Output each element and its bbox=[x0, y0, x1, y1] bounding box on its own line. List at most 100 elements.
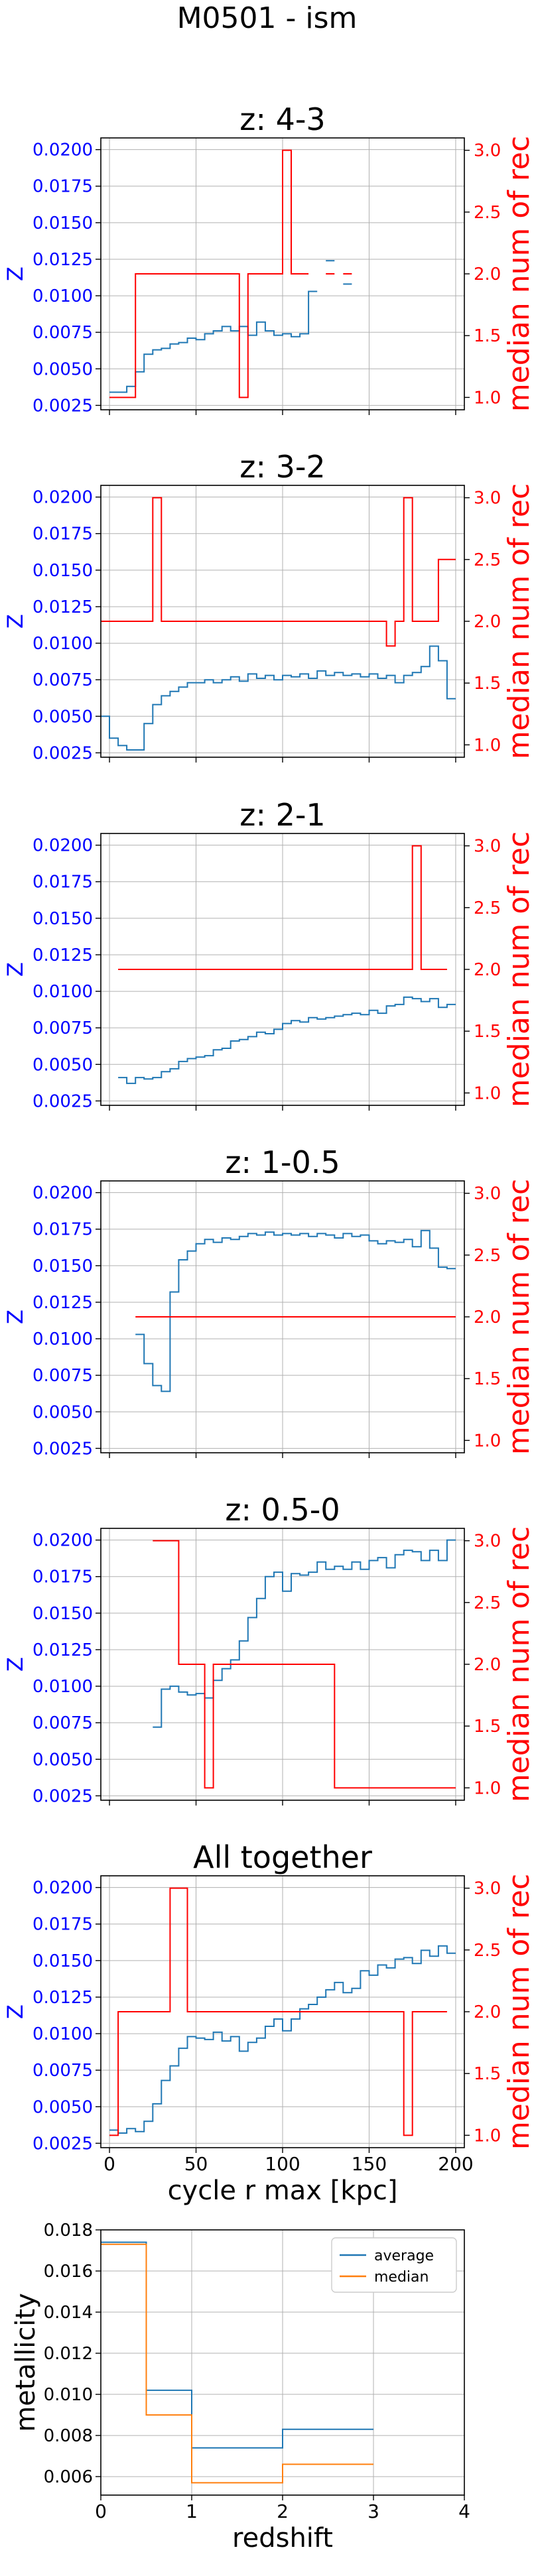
y-tick-label: 0.0175 bbox=[33, 873, 93, 892]
y-right-tick-label: 2.0 bbox=[474, 265, 501, 284]
y-right-tick-label: 2.0 bbox=[474, 960, 501, 980]
y-tick-label: 0.0150 bbox=[33, 561, 93, 581]
panel-title: z: 0.5-0 bbox=[225, 1492, 340, 1528]
x-tick-label: 50 bbox=[184, 2153, 208, 2175]
x-tick-label: 100 bbox=[265, 2153, 300, 2175]
y-axis-label: Z bbox=[3, 962, 28, 977]
series-line-z bbox=[118, 996, 456, 1084]
y-tick-label: 0.0175 bbox=[33, 177, 93, 197]
panel-title: z: 1-0.5 bbox=[225, 1144, 340, 1180]
y-tick-label: 0.0200 bbox=[33, 488, 93, 508]
y-tick-label: 0.0100 bbox=[33, 2024, 93, 2044]
legend: average median bbox=[331, 2237, 457, 2293]
y-tick-label: 0.0175 bbox=[33, 1915, 93, 1935]
chart-panel-3: 0.0025 0.0050 0.0075 0.0100 0.0125 0.0150 0.01… bbox=[3, 797, 534, 1111]
x-tick-label: 3 bbox=[367, 2500, 379, 2522]
y-right-axis-label: median num of rec bbox=[502, 136, 534, 412]
y-right-tick-label: 3.0 bbox=[474, 1879, 501, 1899]
y-right-tick-label: 1.5 bbox=[474, 1369, 501, 1389]
legend-label: average bbox=[374, 2248, 434, 2264]
y-tick-label: 0.0200 bbox=[33, 1878, 93, 1898]
y-right-tick-label: 1.5 bbox=[474, 674, 501, 694]
y-tick-label: 0.0150 bbox=[33, 909, 93, 929]
y-right-tick-label: 3.0 bbox=[474, 489, 501, 509]
y-right-tick-label: 3.0 bbox=[474, 837, 501, 857]
series-line-median bbox=[101, 2243, 373, 2484]
y-tick-label: 0.0025 bbox=[33, 396, 93, 416]
y-right-tick-label: 2.5 bbox=[474, 203, 501, 223]
y-right-tick-label: 1.0 bbox=[474, 1431, 501, 1451]
chart-panel-4: 0.0025 0.0050 0.0075 0.0100 0.0125 0.0150 0.01… bbox=[3, 1144, 534, 1459]
y-tick-label: 0.014 bbox=[44, 2303, 93, 2323]
y-tick-label: 0.0075 bbox=[33, 1713, 93, 1733]
y-tick-label: 0.0125 bbox=[33, 1293, 93, 1313]
y-tick-label: 0.0150 bbox=[33, 214, 93, 233]
y-right-tick-label: 2.0 bbox=[474, 1308, 501, 1327]
y-tick-label: 0.0050 bbox=[33, 1402, 93, 1422]
y-tick-label: 0.0125 bbox=[33, 946, 93, 965]
y-axis-label: Z bbox=[3, 1657, 28, 1672]
series-line-z bbox=[135, 1229, 456, 1392]
y-tick-label: 0.0075 bbox=[33, 1018, 93, 1038]
y-tick-label: 0.0050 bbox=[33, 1055, 93, 1075]
y-right-tick-label: 3.0 bbox=[474, 141, 501, 161]
y-right-axis-label: median num of rec bbox=[502, 831, 534, 1107]
y-tick-label: 0.016 bbox=[44, 2262, 93, 2282]
y-axis-label: Z bbox=[3, 1310, 28, 1324]
y-tick-label: 0.0100 bbox=[33, 634, 93, 654]
y-tick-label: 0.0050 bbox=[33, 359, 93, 379]
y-tick-label: 0.0200 bbox=[33, 836, 93, 856]
y-tick-label: 0.012 bbox=[44, 2344, 93, 2364]
y-tick-label: 0.0200 bbox=[33, 1531, 93, 1551]
series-line-median-num-rec bbox=[101, 497, 456, 647]
y-tick-label: 0.0125 bbox=[33, 1988, 93, 2008]
y-tick-label: 0.0175 bbox=[33, 524, 93, 544]
y-tick-label: 0.0075 bbox=[33, 323, 93, 343]
y-right-tick-label: 1.0 bbox=[474, 388, 501, 408]
y-right-tick-label: 1.0 bbox=[474, 1083, 501, 1103]
series-line-median-num-rec bbox=[153, 1540, 456, 1789]
y-tick-label: 0.0175 bbox=[33, 1220, 93, 1240]
y-right-tick-label: 3.0 bbox=[474, 1532, 501, 1552]
y-tick-label: 0.0025 bbox=[33, 1439, 93, 1459]
y-right-tick-label: 3.0 bbox=[474, 1184, 501, 1204]
y-tick-label: 0.0075 bbox=[33, 2061, 93, 2081]
series-line-z bbox=[109, 290, 318, 393]
chart-panel-2: 0.0025 0.0050 0.0075 0.0100 0.0125 0.0150 0.01… bbox=[3, 449, 534, 763]
y-tick-label: 0.0100 bbox=[33, 286, 93, 306]
panel-title: All together bbox=[193, 1839, 372, 1875]
y-tick-label: 0.0200 bbox=[33, 141, 93, 160]
y-tick-label: 0.0050 bbox=[33, 1750, 93, 1770]
y-tick-label: 0.0125 bbox=[33, 1640, 93, 1660]
y-right-axis-label: median num of rec bbox=[502, 1874, 534, 2150]
y-tick-label: 0.0025 bbox=[33, 2134, 93, 2154]
chart-panel-7: 0 1 2 3 4 0.006 0.008 0.010 0.012 0.014 0.016 0.018… bbox=[11, 2221, 470, 2553]
y-tick-label: 0.018 bbox=[44, 2221, 93, 2240]
y-tick-label: 0.006 bbox=[44, 2467, 93, 2487]
y-tick-label: 0.008 bbox=[44, 2426, 93, 2446]
legend-label: median bbox=[374, 2269, 429, 2286]
y-right-tick-label: 1.5 bbox=[474, 2064, 501, 2084]
y-right-tick-label: 2.0 bbox=[474, 2002, 501, 2022]
y-right-tick-label: 1.0 bbox=[474, 735, 501, 755]
y-tick-label: 0.0100 bbox=[33, 982, 93, 1002]
y-axis-label: Z bbox=[3, 614, 28, 629]
figure-title: M0501 - ism bbox=[177, 1, 358, 35]
x-tick-label: 0 bbox=[103, 2153, 115, 2175]
y-right-axis-label: median num of rec bbox=[502, 483, 534, 759]
chart-panel-5: 0.0025 0.0050 0.0075 0.0100 0.0125 0.0150 0.01… bbox=[3, 1492, 534, 1806]
y-axis-label: Z bbox=[3, 267, 28, 281]
y-tick-label: 0.010 bbox=[44, 2385, 93, 2405]
y-tick-label: 0.0025 bbox=[33, 1786, 93, 1806]
y-right-tick-label: 2.5 bbox=[474, 1593, 501, 1613]
series-line-z bbox=[109, 1945, 456, 2134]
panels: 0.00250.00500.00750.01000.01250.01500.01… bbox=[3, 101, 534, 2553]
x-tick-label: 200 bbox=[438, 2153, 473, 2175]
x-axis-label: cycle r max [kpc] bbox=[168, 2176, 398, 2206]
y-tick-label: 0.0025 bbox=[33, 1091, 93, 1111]
y-right-tick-label: 1.0 bbox=[474, 2126, 501, 2146]
y-tick-label: 0.0150 bbox=[33, 1257, 93, 1276]
y-tick-label: 0.0075 bbox=[33, 670, 93, 690]
x-tick-label: 2 bbox=[277, 2500, 289, 2522]
y-right-axis-label: median num of rec bbox=[502, 1526, 534, 1802]
